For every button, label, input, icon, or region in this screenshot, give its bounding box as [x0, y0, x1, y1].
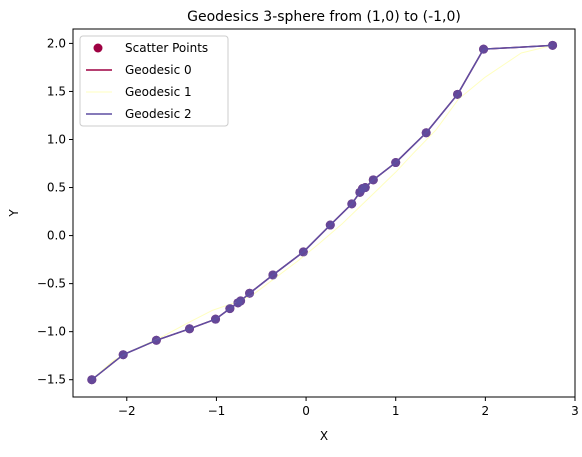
x-axis: −2 −1 0 1 2 3	[118, 397, 579, 418]
y-tick-label: 0.0	[47, 229, 66, 243]
scatter-point-overlay	[453, 89, 463, 99]
plot-area	[87, 40, 558, 385]
y-tick-label: −0.5	[37, 277, 66, 291]
scatter-point-overlay	[368, 175, 378, 185]
scatter-point-overlay	[151, 335, 161, 345]
scatter-point-overlay	[391, 158, 401, 168]
legend-label: Geodesic 0	[125, 63, 192, 77]
y-tick-label: −1.5	[37, 373, 66, 387]
scatter-point-overlay	[211, 314, 221, 324]
scatter-point-overlay	[298, 247, 308, 257]
legend: Scatter Points Geodesic 0 Geodesic 1 Geodes…	[79, 35, 229, 127]
axes-frame	[72, 28, 576, 398]
scatter-point-overlay	[325, 220, 335, 230]
x-tick-label: 1	[392, 404, 400, 418]
scatter-point-overlay	[548, 40, 558, 50]
x-tick-label: 2	[482, 404, 490, 418]
legend-label: Geodesic 2	[125, 107, 192, 121]
y-tick-label: 0.5	[47, 181, 66, 195]
x-tick-label: 0	[302, 404, 310, 418]
y-tick-label: 1.0	[47, 132, 66, 146]
scatter-point-overlay	[118, 350, 128, 360]
x-tick-label: 3	[571, 404, 579, 418]
y-tick-label: 2.0	[47, 36, 66, 50]
y-tick-label: −1.0	[37, 325, 66, 339]
geodesic-1-line	[91, 44, 553, 381]
y-axis-label: Y	[7, 209, 21, 218]
scatter-point-overlay	[236, 296, 246, 306]
legend-label: Scatter Points	[125, 41, 208, 55]
scatter-point-overlay	[185, 324, 195, 334]
scatter-point-overlay	[87, 375, 97, 385]
x-tick-label: −2	[118, 404, 136, 418]
geodesic-2-line	[91, 44, 553, 381]
scatter-point-overlay	[421, 128, 431, 138]
y-tick-label: 1.5	[47, 84, 66, 98]
scatter-point-overlay	[360, 183, 370, 193]
scatter-point-overlay	[268, 270, 278, 280]
chart-title: Geodesics 3-sphere from (1,0) to (-1,0)	[187, 9, 461, 25]
legend-label: Geodesic 1	[125, 85, 192, 99]
y-axis: −1.5 −1.0 −0.5 0.0 0.5 1.0 1.5 2.0	[37, 36, 73, 387]
scatter-point-overlay	[479, 44, 489, 54]
legend-marker-scatter	[93, 43, 103, 53]
scatter-point-overlay	[225, 304, 235, 314]
scatter-point-overlay	[245, 288, 255, 298]
legend-box	[79, 35, 229, 127]
scatter-point-overlay	[347, 199, 357, 209]
x-axis-label: X	[320, 429, 328, 443]
x-tick-label: −1	[208, 404, 226, 418]
